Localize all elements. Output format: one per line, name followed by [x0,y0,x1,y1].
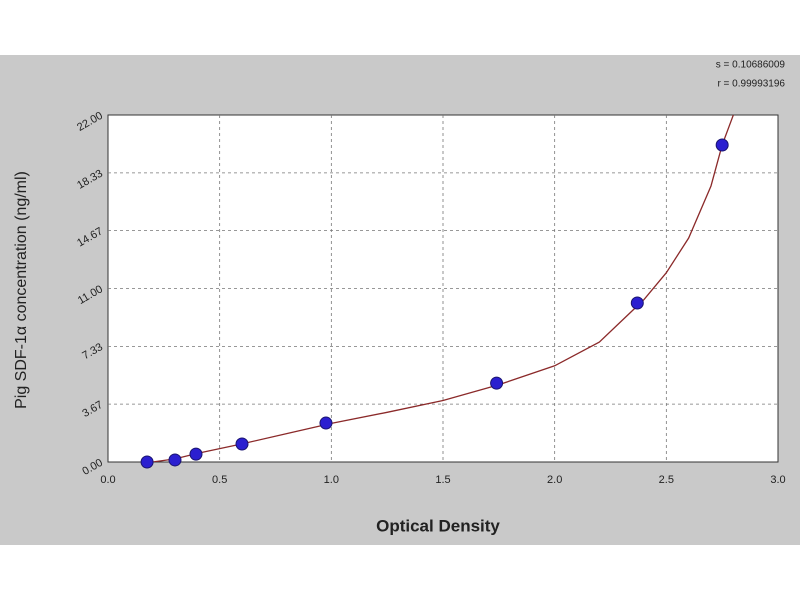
data-point [630,296,644,310]
x-tick-label: 0.0 [100,474,115,486]
x-tick-label: 1.5 [435,474,450,486]
annotation: s = 0.10686009 [716,60,786,71]
x-tick-label: 1.0 [324,474,339,486]
data-point [235,437,249,451]
x-tick-label: 2.5 [659,474,674,486]
annotation: r = 0.99993196 [717,79,785,90]
x-tick-label: 0.5 [212,474,227,486]
data-point [140,455,154,469]
data-point [168,453,182,467]
data-point [319,416,333,430]
data-point [490,376,504,390]
x-tick-label: 2.0 [547,474,562,486]
x-axis-label: Optical Density [376,516,500,535]
x-tick-label: 3.0 [770,474,785,486]
data-point [189,447,203,461]
y-axis-label: Pig SDF-1α concentration (ng/ml) [13,171,30,409]
data-point [715,138,729,152]
